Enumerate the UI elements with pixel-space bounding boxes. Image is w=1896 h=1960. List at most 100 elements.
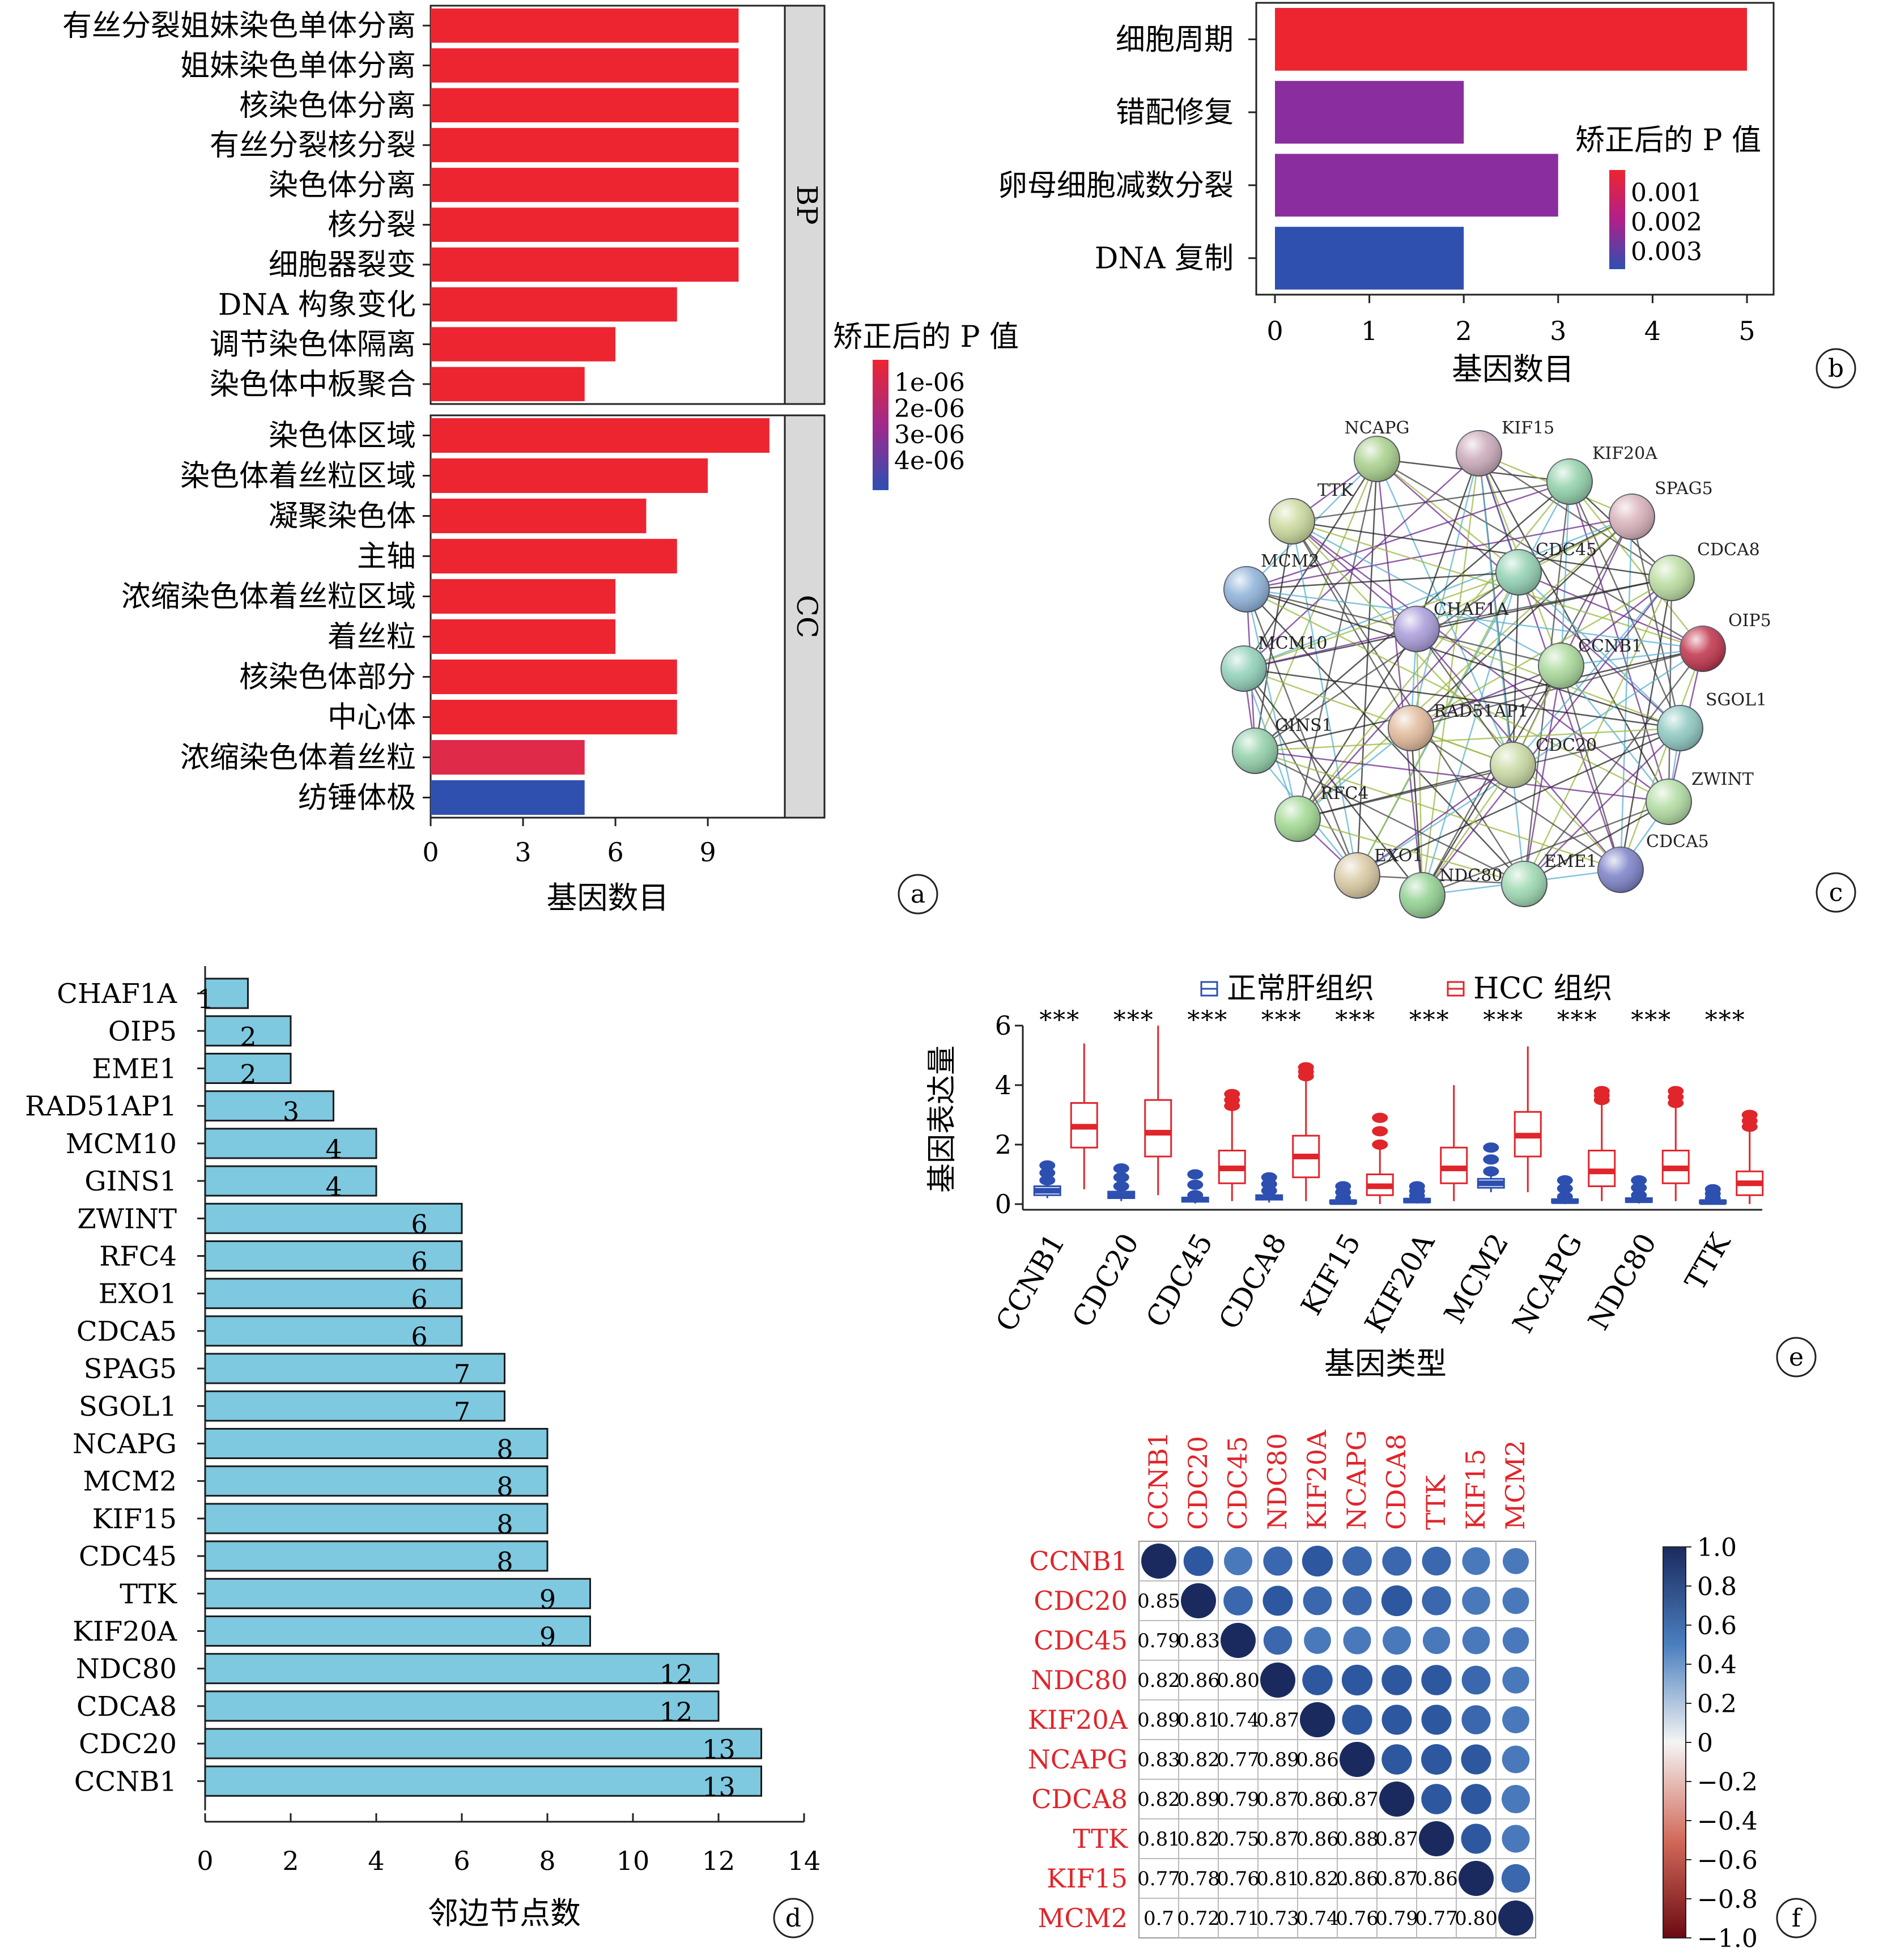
network-edge [1246, 588, 1703, 650]
category-label: KIF20A [73, 1616, 177, 1648]
category-label: 浓缩染色体着丝粒 [180, 741, 416, 775]
correlation-value: 0.78 [1177, 1868, 1220, 1890]
bar-value-label: 13 [702, 1734, 736, 1765]
network-node-shade [1547, 459, 1592, 504]
x-tick-label: 8 [539, 1846, 555, 1876]
box-outlier [1113, 1181, 1129, 1192]
box-outlier [1557, 1191, 1573, 1202]
box-outlier [1039, 1175, 1056, 1185]
y-tick-label: 4 [995, 1070, 1011, 1100]
correlation-circle [1260, 1663, 1295, 1698]
x-axis-label: 基因类型 [1324, 1346, 1447, 1381]
panel-a-label-circle [898, 874, 938, 915]
bar [431, 168, 739, 202]
column-label: NDC80 [1262, 1433, 1293, 1530]
correlation-circle [1381, 1704, 1412, 1735]
network-edge [1631, 516, 1681, 729]
correlation-value: 0.86 [1296, 1788, 1339, 1811]
network-node-shade [1496, 550, 1541, 595]
bar [204, 1578, 591, 1609]
correlation-value: 0.71 [1217, 1907, 1260, 1930]
bar [431, 739, 585, 775]
network-node-label: SPAG5 [1655, 479, 1713, 499]
x-tick-label: 9 [699, 837, 716, 868]
category-label: CHAF1A [57, 978, 177, 1010]
box [1144, 1099, 1172, 1158]
legend-colorbar [1609, 170, 1625, 269]
bar [431, 780, 585, 815]
box-outlier [1557, 1183, 1573, 1194]
x-tick-label: TTK [1678, 1227, 1737, 1296]
network-node-label: MCM2 [1261, 551, 1319, 571]
bar [204, 1353, 505, 1384]
network-edge [1523, 577, 1673, 885]
x-tick-label: MCM2 [1438, 1228, 1515, 1329]
category-label: NCAPG [73, 1428, 177, 1460]
network-edge [1512, 572, 1520, 766]
network-edge [1245, 589, 1358, 876]
x-tick-label: 5 [1738, 316, 1755, 346]
category-label: 错配修复 [1116, 96, 1234, 130]
colorbar-tick-label: 0.2 [1697, 1690, 1737, 1719]
significance-stars: *** [1261, 1006, 1302, 1035]
bar-value-label: 7 [454, 1359, 470, 1389]
row-label: TTK [1073, 1823, 1128, 1854]
network-node-label: CDCA8 [1697, 540, 1760, 560]
correlation-circle [1502, 1825, 1530, 1853]
network-edge [1254, 521, 1293, 751]
network-node-shade [1334, 853, 1380, 898]
x-tick-label: 0 [422, 837, 439, 868]
network-edge [1422, 801, 1669, 896]
network-node-shade [1400, 873, 1445, 918]
network-edge [1243, 668, 1423, 896]
bar-value-label: 2 [240, 1059, 256, 1090]
panel-a-go-enrichment: BP 有丝分裂姐妹染色单体分离姐妹染色单体分离核染色体分离有丝分裂核分裂染色体分离… [62, 5, 1019, 916]
box-outlier [1593, 1086, 1610, 1096]
legend-colorbar [873, 360, 889, 490]
bar-value-label: 12 [660, 1697, 693, 1727]
category-label: 中心体 [328, 701, 416, 735]
correlation-value: 0.82 [1137, 1788, 1180, 1811]
network-node-shade [1680, 626, 1725, 671]
network-edge [1291, 521, 1525, 885]
x-tick-label: CDC20 [1066, 1228, 1145, 1333]
network-edge [1255, 750, 1621, 871]
network-edge [1518, 571, 1703, 650]
network-edge [1524, 801, 1669, 885]
y-tick-label: 2 [995, 1129, 1011, 1160]
x-tick-label: 12 [702, 1846, 736, 1876]
legend-tick-label: 1e-06 [894, 368, 965, 397]
bar-value-label: 9 [539, 1622, 556, 1652]
category-label: SPAG5 [84, 1353, 177, 1385]
correlation-value: 0.88 [1336, 1828, 1379, 1851]
category-label: 卵母细胞减数分裂 [998, 169, 1234, 203]
correlation-value: 0.74 [1217, 1709, 1260, 1732]
network-edge [1297, 572, 1519, 819]
correlation-circle [1340, 1742, 1375, 1777]
x-tick-label: 0 [1266, 316, 1283, 346]
category-label: 染色体分离 [269, 168, 416, 202]
x-tick-label: CDC45 [1140, 1228, 1219, 1333]
network-node-label: RFC4 [1320, 784, 1368, 803]
x-tick-label: NCAPG [1506, 1228, 1589, 1338]
y-axis-label: 基因表达量 [925, 1045, 959, 1193]
bar [204, 1728, 762, 1759]
network-edge [1619, 648, 1704, 870]
bar [204, 1653, 720, 1685]
correlation-circle [1461, 1823, 1491, 1854]
column-label: TTK [1421, 1474, 1451, 1530]
correlation-circle [1342, 1546, 1372, 1576]
box-outlier [1039, 1160, 1056, 1171]
box-outlier [1741, 1109, 1758, 1120]
row-label: NCAPG [1028, 1744, 1128, 1775]
network-node-label: CCNB1 [1578, 636, 1642, 656]
bar-value-label: 9 [539, 1584, 556, 1614]
bar [1275, 80, 1464, 144]
box-outlier [1668, 1086, 1684, 1096]
box-outlier [1631, 1183, 1647, 1193]
panel-f-label-circle [1776, 1898, 1817, 1938]
network-edge [1518, 572, 1681, 729]
network-edge [1254, 458, 1378, 751]
legend-label: HCC 组织 [1473, 972, 1612, 1006]
panel-b-label-circle [1816, 348, 1856, 389]
